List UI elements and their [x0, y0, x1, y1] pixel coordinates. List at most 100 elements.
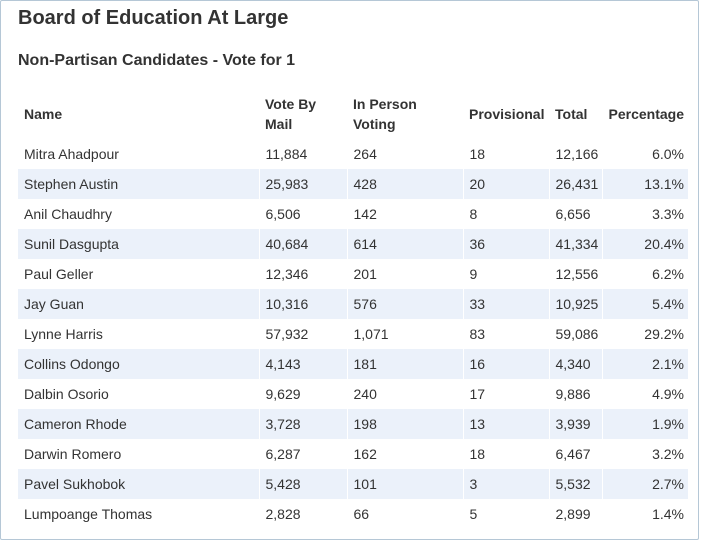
candidate-name: Mitra Ahadpour [24, 146, 119, 162]
table-row: Anil Chaudhry 6,506 142 8 6,656 3.3% [18, 199, 688, 229]
candidate-name: Stephen Austin [18, 169, 259, 199]
percentage-value: 6.0% [601, 139, 688, 169]
candidate-name: Cameron Rhode [18, 409, 259, 439]
table-row: Lynne Harris 57,932 1,071 83 59,086 29.2% [18, 319, 688, 349]
provisional-count: 18 [462, 139, 549, 169]
results-table: Name Vote By Mail In Person Voting Provi… [18, 89, 688, 529]
percentage-value: 2.1% [601, 349, 688, 379]
percentage-value: 6.2% [601, 259, 688, 289]
column-header-vote-by-mail: Vote By Mail [265, 96, 317, 132]
provisional-count: 13 [462, 409, 549, 439]
percentage-value: 3.3% [601, 199, 688, 229]
table-header-row: Name Vote By Mail In Person Voting Provi… [18, 89, 688, 139]
provisional-count: 16 [462, 349, 549, 379]
table-row: Lumpoange Thomas 2,828 66 5 2,899 1.4% [18, 499, 688, 529]
candidate-name: Lumpoange Thomas [24, 506, 153, 522]
candidate-name: Pavel Sukhobok [18, 469, 259, 499]
in-person-count: 198 [346, 409, 463, 439]
provisional-count: 9 [462, 259, 549, 289]
provisional-count: 36 [462, 229, 549, 259]
table-row: Dalbin Osorio 9,629 240 17 9,886 4.9% [18, 379, 688, 409]
total-count: 12,556 [548, 259, 602, 289]
percentage-value: 4.9% [601, 379, 688, 409]
in-person-count: 142 [346, 199, 463, 229]
candidate-name: Paul Geller [24, 266, 94, 282]
provisional-count: 5 [462, 499, 549, 529]
in-person-count: 181 [346, 349, 463, 379]
candidate-name: Anil Chaudhry [24, 206, 112, 222]
candidate-name: Lynne Harris [24, 326, 103, 342]
vote-by-mail-count: 40,684 [258, 229, 347, 259]
candidate-name: Collins Odongo [18, 349, 259, 379]
page-title: Board of Education At Large [18, 7, 289, 29]
percentage-value: 13.1% [601, 169, 688, 199]
contest-subtitle: Non-Partisan Candidates - Vote for 1 [18, 52, 296, 69]
vote-by-mail-count: 4,143 [258, 349, 347, 379]
vote-by-mail-count: 9,629 [258, 379, 347, 409]
provisional-count: 33 [462, 289, 549, 319]
total-count: 5,532 [548, 469, 602, 499]
total-count: 9,886 [548, 379, 602, 409]
candidate-name: Dalbin Osorio [24, 386, 109, 402]
provisional-count: 20 [462, 169, 549, 199]
percentage-value: 20.4% [601, 229, 688, 259]
candidate-name: Darwin Romero [24, 446, 122, 462]
total-count: 4,340 [548, 349, 602, 379]
vote-by-mail-count: 5,428 [258, 469, 347, 499]
percentage-value: 29.2% [601, 319, 688, 349]
percentage-value: 3.2% [601, 439, 688, 469]
table-row: Collins Odongo 4,143 181 16 4,340 2.1% [18, 349, 688, 379]
column-header-total: Total [555, 106, 588, 122]
percentage-value: 2.7% [601, 469, 688, 499]
total-count: 26,431 [548, 169, 602, 199]
column-header-provisional: Provisional [469, 106, 545, 122]
vote-by-mail-count: 10,316 [258, 289, 347, 319]
provisional-count: 17 [462, 379, 549, 409]
total-count: 12,166 [548, 139, 602, 169]
vote-by-mail-count: 57,932 [258, 319, 347, 349]
table-row: Darwin Romero 6,287 162 18 6,467 3.2% [18, 439, 688, 469]
table-row: Jay Guan 10,316 576 33 10,925 5.4% [18, 289, 688, 319]
vote-by-mail-count: 11,884 [258, 139, 347, 169]
vote-by-mail-count: 6,506 [258, 199, 347, 229]
in-person-count: 240 [346, 379, 463, 409]
provisional-count: 83 [462, 319, 549, 349]
in-person-count: 428 [346, 169, 463, 199]
in-person-count: 201 [346, 259, 463, 289]
percentage-value: 1.9% [601, 409, 688, 439]
total-count: 6,656 [548, 199, 602, 229]
vote-by-mail-count: 2,828 [258, 499, 347, 529]
vote-by-mail-count: 25,983 [258, 169, 347, 199]
table-row: Pavel Sukhobok 5,428 101 3 5,532 2.7% [18, 469, 688, 499]
total-count: 6,467 [548, 439, 602, 469]
column-header-in-person: In Person Voting [353, 96, 417, 132]
in-person-count: 264 [346, 139, 463, 169]
column-header-name: Name [24, 106, 63, 122]
total-count: 10,925 [548, 289, 602, 319]
vote-by-mail-count: 6,287 [258, 439, 347, 469]
table-row: Paul Geller 12,346 201 9 12,556 6.2% [18, 259, 688, 289]
percentage-value: 5.4% [601, 289, 688, 319]
total-count: 2,899 [548, 499, 602, 529]
table-row: Stephen Austin 25,983 428 20 26,431 13.1% [18, 169, 688, 199]
in-person-count: 101 [346, 469, 463, 499]
in-person-count: 162 [346, 439, 463, 469]
provisional-count: 18 [462, 439, 549, 469]
table-row: Mitra Ahadpour 11,884 264 18 12,166 6.0% [18, 139, 688, 169]
provisional-count: 3 [462, 469, 549, 499]
table-row: Sunil Dasgupta 40,684 614 36 41,334 20.4% [18, 229, 688, 259]
results-body: Mitra Ahadpour 11,884 264 18 12,166 6.0% Steph… [18, 139, 688, 529]
total-count: 41,334 [548, 229, 602, 259]
total-count: 3,939 [548, 409, 602, 439]
vote-by-mail-count: 12,346 [258, 259, 347, 289]
candidate-name: Sunil Dasgupta [18, 229, 259, 259]
in-person-count: 1,071 [346, 319, 463, 349]
in-person-count: 66 [346, 499, 463, 529]
vote-by-mail-count: 3,728 [258, 409, 347, 439]
percentage-value: 1.4% [601, 499, 688, 529]
table-row: Cameron Rhode 3,728 198 13 3,939 1.9% [18, 409, 688, 439]
column-header-percentage: Percentage [608, 106, 684, 122]
in-person-count: 576 [346, 289, 463, 319]
in-person-count: 614 [346, 229, 463, 259]
